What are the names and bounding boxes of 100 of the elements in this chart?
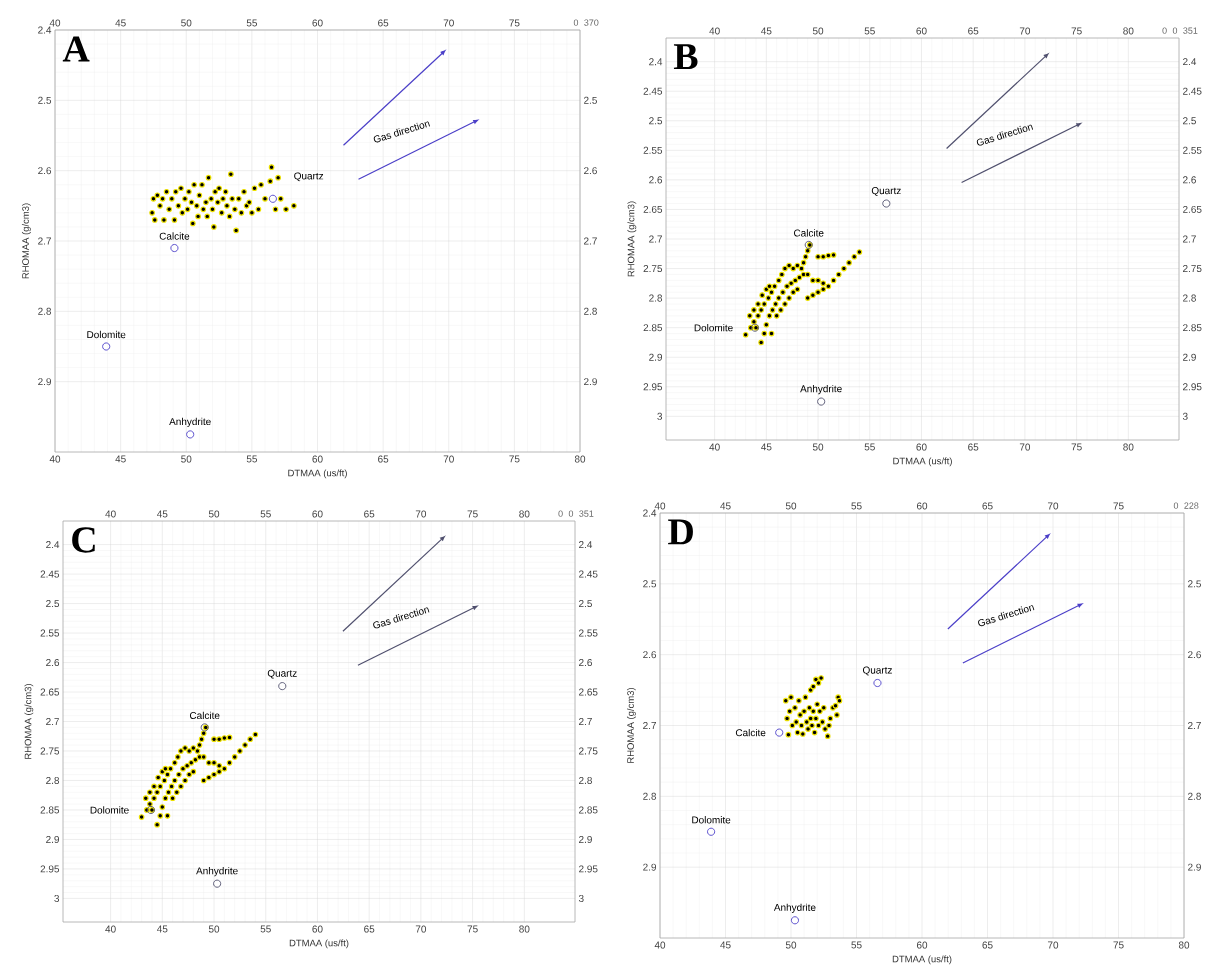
x2-tick-label: 75 <box>1071 27 1082 35</box>
y-tick-label: 2.95 <box>40 865 60 873</box>
text: 0 <box>558 510 563 517</box>
y2-tick-label: 2.7 <box>584 237 597 245</box>
x-tick-label: 60 <box>312 455 323 463</box>
y2-tick-label: 2.8 <box>579 776 592 784</box>
point <box>790 916 799 925</box>
y2-tick-label: 2.55 <box>1183 146 1202 154</box>
point <box>801 708 807 715</box>
x-tick-label: 55 <box>246 455 257 463</box>
data-label: Quartz <box>267 669 297 679</box>
y2-tick-label: 2.75 <box>579 747 598 755</box>
annotation: Gas direction <box>373 121 430 143</box>
y2-tick-label: 2.9 <box>1188 863 1201 871</box>
x2-tick-label: 45 <box>156 510 168 518</box>
x-tick-label: 60 <box>312 925 323 933</box>
point <box>814 701 821 708</box>
y-tick-label: 2.9 <box>38 378 52 386</box>
point <box>788 694 794 701</box>
x-tick-label: 75 <box>509 455 520 463</box>
x2-tick-label: 40 <box>105 510 116 518</box>
point <box>817 397 826 406</box>
x2-tick-label: 55 <box>246 19 257 27</box>
x-tick-label: 65 <box>982 941 993 949</box>
y-tick-label: 2.65 <box>643 205 663 213</box>
x2-tick-label: 60 <box>916 27 927 35</box>
x2-tick-label: 65 <box>378 19 389 27</box>
x-tick-label: 60 <box>916 443 927 451</box>
point <box>815 680 822 686</box>
x-tick-label: 80 <box>519 925 530 933</box>
point <box>836 697 843 704</box>
point <box>806 704 813 711</box>
y-tick-label: 2.45 <box>643 87 663 95</box>
y2-tick-label: 2.9 <box>584 378 597 386</box>
y-axis-title: RHOMAA (g/cm3) <box>21 203 31 279</box>
y2-tick-label: 2.6 <box>579 659 592 667</box>
y2-tick-label: 2.7 <box>579 718 592 725</box>
point <box>170 244 179 253</box>
y2-tick-label: 2.7 <box>1183 235 1196 243</box>
y-tick-label: 3 <box>54 894 60 902</box>
y-tick-label: 2.6 <box>643 651 657 659</box>
x2-tick-label: 60 <box>312 510 323 518</box>
x-tick-label: 40 <box>49 455 61 463</box>
annotation: Gas direction <box>976 124 1034 146</box>
y-tick-label: 2.85 <box>40 806 60 814</box>
y-tick-label: 2.75 <box>40 747 60 755</box>
y-tick-label: 2.95 <box>643 383 663 391</box>
x2-tick-label: 50 <box>785 502 797 510</box>
x-tick-label: 45 <box>761 443 772 451</box>
x-tick-label: 55 <box>851 941 862 949</box>
x-tick-label: 55 <box>260 925 271 933</box>
x2-tick-label: 65 <box>968 27 979 35</box>
x2-tick-label: 55 <box>260 510 271 518</box>
text: 0 <box>1162 27 1167 34</box>
x-tick-label: 65 <box>378 455 389 463</box>
point <box>793 719 800 725</box>
y2-tick-label: 2.7 <box>1188 722 1201 729</box>
x-axis-title: DTMAA (us/ft) <box>892 955 952 965</box>
y-tick-label: 2.4 <box>649 58 663 66</box>
x2-tick-label: 70 <box>443 19 454 27</box>
y-tick-label: 2.85 <box>643 324 663 332</box>
chart-title: B <box>673 44 698 70</box>
y2-tick-label: 2.5 <box>584 96 597 104</box>
x2-tick-label: 45 <box>720 502 731 510</box>
point <box>786 708 793 715</box>
y-tick-label: 2.7 <box>38 237 51 245</box>
data-label: Dolomite <box>90 806 129 814</box>
point <box>803 719 810 725</box>
x-tick-label: 65 <box>968 443 979 451</box>
data-label: Anhydrite <box>773 903 816 913</box>
x-axis-title: DTMAA (us/ft) <box>893 457 952 467</box>
y2-tick-label: 2.5 <box>1188 580 1201 588</box>
y2-tick-label: 2.6 <box>1183 176 1196 184</box>
data-label: Anhydrite <box>800 384 842 395</box>
data-label: Quartz <box>871 187 901 196</box>
y2-tick-label: 2.65 <box>1183 205 1202 213</box>
point <box>102 342 111 351</box>
text: 0 <box>573 19 579 26</box>
x-tick-label: 80 <box>574 455 586 463</box>
y-tick-label: 2.5 <box>643 580 657 588</box>
data-label: Dolomite <box>692 816 731 824</box>
x2-tick-label: 70 <box>1019 27 1031 35</box>
chart-title: C <box>72 527 95 553</box>
x2-tick-label: 80 <box>519 510 530 518</box>
x-tick-label: 40 <box>654 941 666 949</box>
point <box>820 704 827 711</box>
x-tick-label: 45 <box>156 925 168 933</box>
x2-tick-label: 50 <box>181 19 192 27</box>
y-tick-label: 2.55 <box>643 146 663 154</box>
point <box>213 879 222 888</box>
y-tick-label: 2.5 <box>649 117 663 125</box>
x-tick-label: 70 <box>415 925 427 933</box>
text: 0 <box>568 510 574 517</box>
x2-tick-label: 65 <box>982 502 993 510</box>
x-tick-label: 50 <box>785 941 797 949</box>
x2-tick-label: 60 <box>312 19 323 27</box>
point <box>797 712 804 718</box>
y-tick-label: 2.9 <box>46 835 60 843</box>
y-axis-title: RHOMAA (g/cm3) <box>626 687 636 763</box>
x-tick-label: 75 <box>467 925 478 933</box>
